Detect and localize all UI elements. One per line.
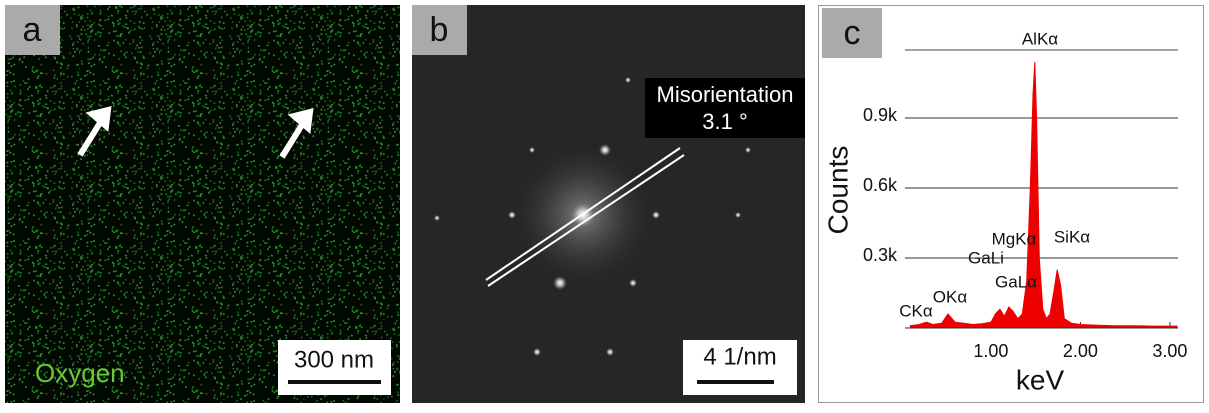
peak-label: GaLi (968, 248, 1004, 267)
x-tick-label: 1.00 (973, 341, 1008, 361)
peak-label: CKα (899, 301, 933, 320)
scale-bar-label: 4 1/nm (703, 343, 776, 370)
annotation-angle: 3.1 ° (702, 109, 748, 134)
y-tick-label: 0.3k (863, 245, 898, 265)
x-tick-label: 2.00 (1063, 341, 1098, 361)
annotation: Misorientation (657, 82, 794, 107)
figure: a Oxygen 300 nm b Misorientation 3.1 ° 4… (0, 0, 1209, 408)
peak-label: SiKα (1054, 227, 1090, 246)
element-caption: Oxygen (35, 358, 125, 388)
chart-frame (819, 6, 1204, 403)
scale-bar-label: 300 nm (294, 346, 374, 373)
y-tick-label: 0.6k (863, 175, 898, 195)
panel-label: b (430, 11, 449, 49)
page: a Oxygen 300 nm b Misorientation 3.1 ° 4… (0, 0, 1209, 408)
panel-label: c (844, 14, 861, 52)
y-tick-label: 0.9k (863, 105, 898, 125)
x-tick-label: 3.00 (1152, 341, 1187, 361)
peak-label: MgKα (992, 229, 1037, 248)
panel-label: a (23, 11, 42, 49)
peak-label: GaLα (995, 272, 1037, 291)
y-axis-label: Counts (822, 146, 853, 235)
peak-label: OKα (933, 287, 968, 306)
peak-label: AlKα (1022, 29, 1058, 48)
x-axis-label: keV (1016, 364, 1065, 395)
